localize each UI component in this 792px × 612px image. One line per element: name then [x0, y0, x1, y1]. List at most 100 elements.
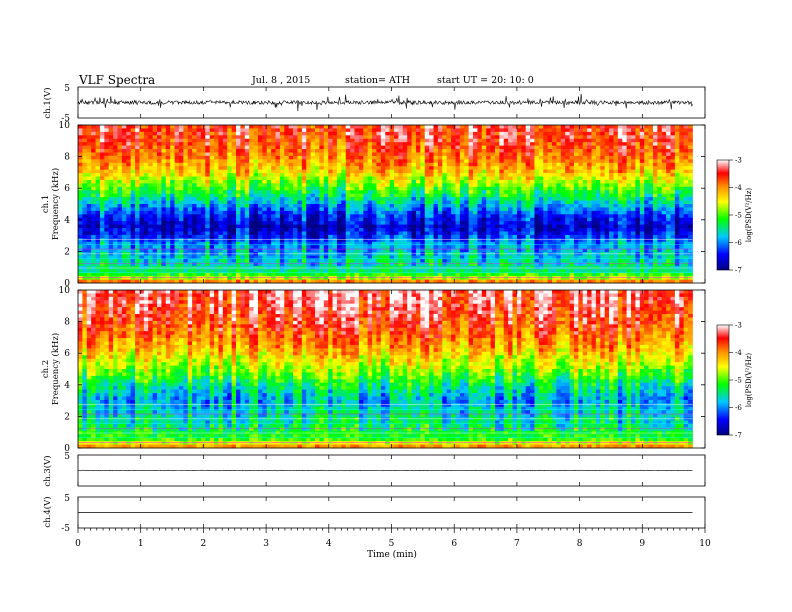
ch1-spectrogram-cell — [315, 149, 320, 153]
ch1-spectrogram-cell — [236, 234, 241, 239]
ch1-spectrogram-cell — [407, 241, 412, 246]
ch1-spectrogram-cell — [104, 214, 110, 219]
ch1-spectrogram-cell — [552, 162, 557, 167]
ch1-spectrogram-cell — [341, 145, 347, 150]
ch1-spectrogram-cell — [411, 183, 417, 188]
ch1-spectrogram-cell — [591, 169, 597, 174]
ch1-spectrogram-cell — [415, 128, 421, 133]
ch1-spectrogram-cell — [209, 162, 215, 167]
ch1-spectrogram-cell — [363, 159, 369, 164]
ch1-spectrogram-cell — [143, 145, 149, 150]
ch1-spectrogram-cell — [86, 241, 92, 246]
ch1-spectrogram-cell — [135, 159, 140, 164]
ch1-spectrogram-cell — [679, 176, 685, 181]
ch1-spectrogram-cell — [451, 193, 456, 198]
ch1-spectrogram-cell — [464, 125, 470, 129]
ch1-spectrogram-cell — [222, 145, 228, 150]
ch1-spectrogram-cell — [477, 173, 483, 177]
ch1-spectrogram-cell — [192, 145, 197, 150]
ch1-spectrogram-cell — [626, 228, 632, 232]
ch1-spectrogram-cell — [86, 138, 92, 143]
ch1-spectrogram-cell — [345, 145, 351, 150]
ch1-spectrogram-cell — [227, 135, 233, 140]
ch1-spectrogram-cell — [569, 224, 575, 229]
ch1-spectrogram-cell — [609, 142, 614, 146]
ch1-spectrogram-cell — [323, 200, 329, 205]
ch1-spectrogram-cell — [464, 224, 470, 229]
ch1-spectrogram-cell — [95, 128, 101, 133]
ch1-spectrogram-cell — [78, 149, 83, 153]
ch1-spectrogram-cell — [148, 128, 154, 133]
ch1-spectrogram-cell — [670, 152, 676, 157]
ch1-spectrogram-cell — [152, 217, 158, 222]
ch1-spectrogram-cell — [442, 241, 448, 246]
ch1-spectrogram-cell — [433, 176, 439, 181]
ch1-spectrogram-cell — [688, 179, 693, 184]
ch1-spectrogram-cell — [552, 190, 557, 195]
ch1-spectrogram-cell — [275, 238, 281, 243]
ch1-spectrogram-cell — [578, 204, 584, 208]
ch1-spectrogram-cell — [631, 200, 636, 205]
ch1-spectrogram-cell — [275, 155, 281, 160]
ch1-spectrogram-cell — [222, 193, 228, 198]
ch1-spectrogram-cell — [82, 241, 88, 246]
ch1-spectrogram-cell — [380, 128, 386, 133]
ch1-spectrogram-cell — [521, 159, 527, 164]
ch1-spectrogram-cell — [578, 131, 584, 136]
ch1-spectrogram-cell — [271, 183, 276, 188]
ch1-spectrogram-cell — [617, 173, 623, 177]
ch1-spectrogram-cell — [227, 228, 233, 232]
ch1-spectrogram-cell — [240, 162, 246, 167]
ch1-spectrogram-cell — [670, 183, 676, 188]
ch1-spectrogram-cell — [227, 241, 233, 246]
ch1-spectrogram-cell — [587, 241, 592, 246]
ch1-spectrogram-cell — [200, 149, 206, 153]
ch1-spectrogram-cell — [214, 159, 219, 164]
ch1-spectrogram-cell — [157, 217, 162, 222]
ch1-spectrogram-cell — [552, 200, 557, 205]
ch1-spectrogram-cell — [516, 234, 522, 239]
ch1-spectrogram-cell — [323, 159, 329, 164]
ch1-spectrogram-cell — [358, 238, 364, 243]
ch1-spectrogram-cell — [315, 224, 320, 229]
ch1-spectrogram-cell — [525, 149, 531, 153]
ch1-spectrogram-cell — [661, 204, 667, 208]
ch1-spectrogram-cell — [165, 162, 171, 167]
ch1-spectrogram-cell — [442, 224, 448, 229]
ch1-spectrogram-cell — [170, 200, 175, 205]
ch1-spectrogram-cell — [538, 197, 544, 201]
ch1-spectrogram-cell — [372, 217, 377, 222]
ch1-spectrogram-cell — [187, 131, 193, 136]
ch1-waveform-trace — [77, 93, 693, 112]
ch1-spectrogram-cell — [104, 241, 110, 246]
ch1-spectrogram-cell — [82, 217, 88, 222]
ch1-spectrogram-cell — [534, 183, 540, 188]
ch1-spectrogram-cell — [398, 207, 404, 212]
ch1-spectrogram-cell — [556, 231, 562, 236]
ch1-spectrogram-cell — [310, 231, 316, 236]
ch1-spectrogram-cell — [262, 176, 268, 181]
ch1-spectrogram-cell — [609, 183, 614, 188]
ch1-spectrogram-cell — [279, 176, 285, 181]
ch1-spectrogram-cell — [143, 183, 149, 188]
ch1-spectrogram-cell — [170, 207, 175, 212]
ch1-spectrogram-cell — [157, 183, 162, 188]
ch1-spectrogram-cell — [301, 190, 307, 195]
ch1-spectrogram-cell — [437, 179, 443, 184]
ch1-spectrogram-cell — [521, 142, 527, 146]
ch1-spectrogram-cell — [113, 159, 118, 164]
ch1-spectrogram-cell — [499, 193, 505, 198]
ch1-spectrogram-cell — [288, 204, 294, 208]
ch1-spectrogram-cell — [552, 159, 557, 164]
ch1-spectrogram-cell — [113, 210, 118, 215]
ch1-spectrogram-cell — [657, 149, 663, 153]
ch1-spectrogram-cell — [521, 125, 527, 129]
ch1-spectrogram-cell — [257, 224, 263, 229]
ch1-spectrogram-cell — [200, 179, 206, 184]
ch1-spectrogram-cell — [319, 149, 325, 153]
ch1-spectrogram-cell — [424, 228, 430, 232]
ch1-spectrogram-cell — [376, 142, 382, 146]
ch1-spectrogram-cell — [688, 214, 693, 219]
ch1-spectrogram-cell — [560, 142, 566, 146]
ch1-spectrogram-cell — [473, 145, 478, 150]
